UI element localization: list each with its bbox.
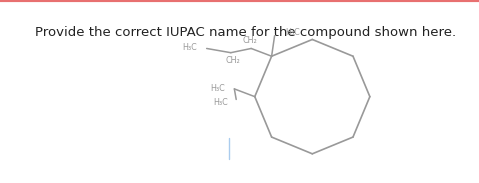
- Text: H₃C: H₃C: [213, 98, 228, 107]
- Text: H₃C: H₃C: [210, 84, 225, 93]
- Text: Provide the correct IUPAC name for the compound shown here.: Provide the correct IUPAC name for the c…: [35, 26, 456, 39]
- Text: CH₂: CH₂: [225, 55, 240, 65]
- Text: H₃C: H₃C: [182, 43, 197, 52]
- Text: CH₂: CH₂: [243, 36, 258, 45]
- Text: H₃C: H₃C: [285, 29, 300, 38]
